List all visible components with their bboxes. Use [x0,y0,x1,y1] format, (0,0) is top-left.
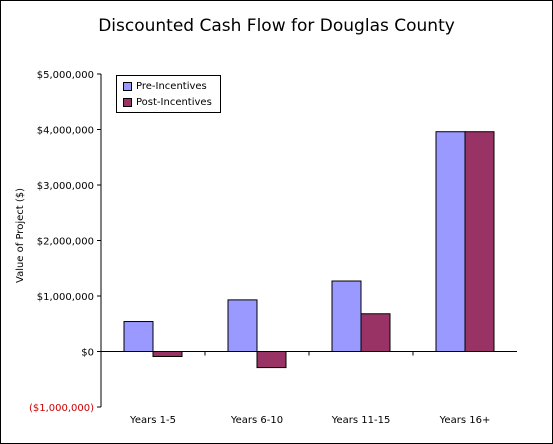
chart-legend: Pre-Incentives Post-Incentives [116,75,221,113]
chart-title: Discounted Cash Flow for Douglas County [98,16,455,36]
x-tick-label: Years 6-10 [230,415,283,426]
y-tick-label: $3,000,000 [37,181,94,192]
bar-pre-incentives-years-1-5 [123,321,154,352]
bar-pre-incentives-years-6-10 [227,299,258,353]
legend-swatch-pre-incentives [123,81,132,91]
bar-post-incentives-years-16- [464,131,495,352]
legend-label-post-incentives: Post-Incentives [136,96,212,108]
legend-label-pre-incentives: Pre-Incentives [136,80,207,92]
y-tick-label: $5,000,000 [37,70,94,81]
legend-item-pre-incentives: Pre-Incentives [123,79,207,93]
x-tick-label: Years 16+ [439,415,491,426]
legend-item-post-incentives: Post-Incentives [123,95,212,109]
y-tick-label: $2,000,000 [37,237,94,248]
bar-pre-incentives-years-16- [435,131,466,352]
x-tick-label: Years 1-5 [129,415,176,426]
legend-swatch-post-incentives [123,97,132,107]
bar-post-incentives-years-11-15 [360,313,391,353]
y-tick-label: ($1,000,000) [29,403,94,414]
bar-pre-incentives-years-11-15 [331,280,362,353]
y-tick-label: $0 [81,348,94,359]
x-tick-label: Years 11-15 [331,415,391,426]
y-tick-label: $4,000,000 [37,126,94,137]
bar-post-incentives-years-6-10 [256,351,287,369]
y-axis-title: Value of Project ($) [15,188,26,283]
bar-post-incentives-years-1-5 [152,351,183,357]
y-tick-label: $1,000,000 [37,292,94,303]
